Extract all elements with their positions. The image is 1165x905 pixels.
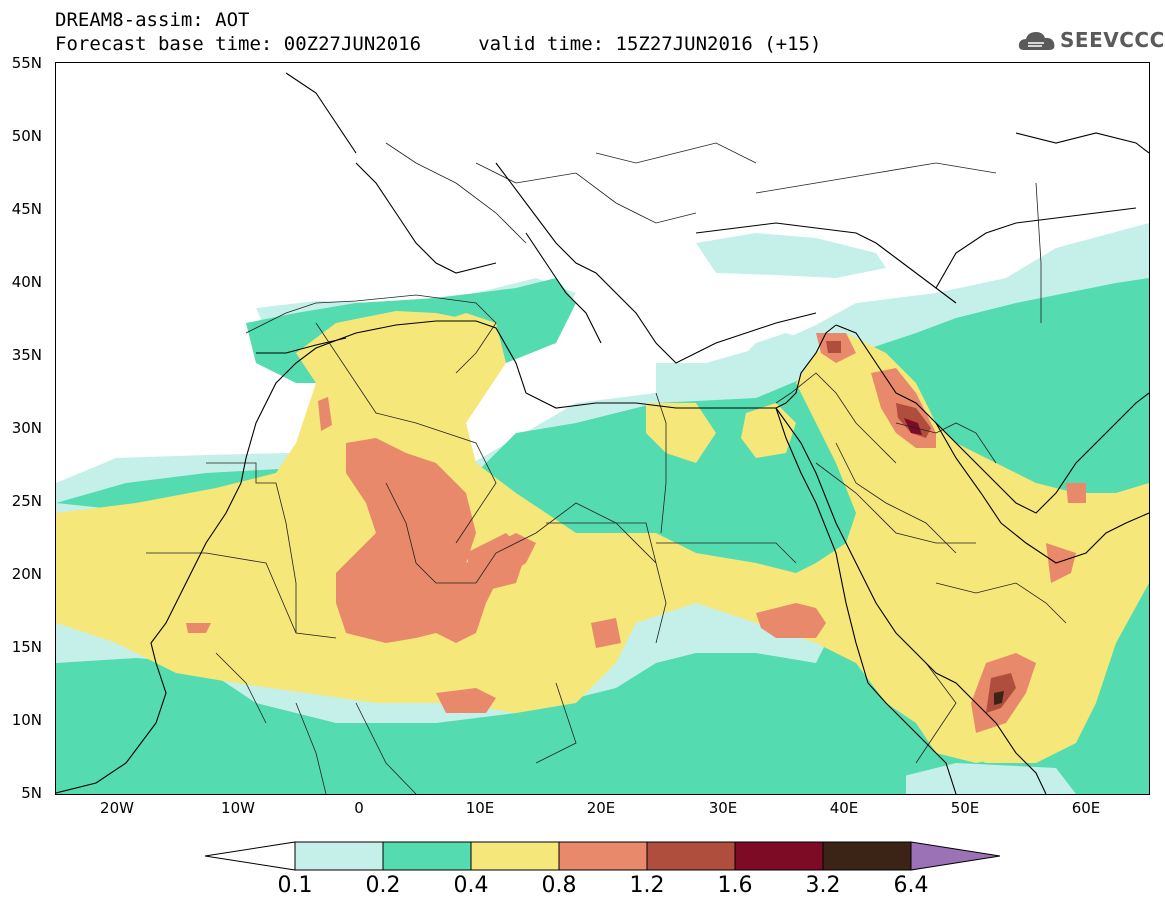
colorbar-label-3.2: 3.2 [805,873,841,898]
aot-field [56,63,1149,794]
country-borders [146,142,1067,794]
forecast-time-line: Forecast base time: 00Z27JUN2016 valid t… [55,33,822,55]
colorbar-bin-1.2 [646,841,736,871]
colorbar-bin-0.1 [294,841,384,871]
lat-label-20n: 20N [11,565,42,583]
lon-label-10w: 10W [221,799,255,817]
colorbar-bin-3.2 [822,841,912,871]
lon-label-10e: 10E [465,799,495,817]
lon-label-30e: 30E [708,799,738,817]
coastlines [56,72,1149,794]
colorbar-bin-0.8 [558,841,648,871]
colorbar-label-0.8: 0.8 [541,873,577,898]
colorbar-label-6.4: 6.4 [893,873,929,898]
lat-label-55n: 55N [11,54,42,72]
lat-label-40n: 40N [11,273,42,291]
colorbar-label-0.2: 0.2 [365,873,401,898]
seevccc-logo: SEEVCCC [1018,26,1164,56]
map-title: DREAM8-assim: AOT [55,9,250,31]
lat-label-10n: 10N [11,711,42,729]
lat-label-15n: 15N [11,638,42,656]
lon-label-40e: 40E [829,799,859,817]
colorbar-bin-0.2 [382,841,472,871]
colorbar-bin-1.6 [734,841,824,871]
aot-map [55,62,1150,795]
lon-label-0: 0 [354,799,364,817]
logo-text: SEEVCCC [1060,28,1165,52]
colorbar-over-triangle [910,841,1000,871]
colorbar-label-1.2: 1.2 [629,873,665,898]
lat-label-5n: 5N [21,784,42,802]
cloud-logo-icon [1018,32,1055,50]
lat-label-30n: 30N [11,419,42,437]
aot-band-1.6-3.2 [904,418,922,435]
colorbar-bin-0.4 [470,841,560,871]
aot-band-3.2-6.4 [994,691,1004,705]
colorbar-label-1.6: 1.6 [717,873,753,898]
colorbar-label-0.4: 0.4 [453,873,489,898]
lon-label-20e: 20E [586,799,616,817]
colorbar-under-triangle [205,841,296,871]
aot-band-0.8-1.2 [186,333,1086,733]
lon-label-60e: 60E [1071,799,1101,817]
colorbar [205,841,1000,871]
lat-label-25n: 25N [11,492,42,510]
colorbar-label-0.1: 0.1 [277,873,313,898]
lat-label-35n: 35N [11,346,42,364]
lon-label-50e: 50E [950,799,980,817]
lat-label-50n: 50N [11,127,42,145]
lon-label-20w: 20W [100,799,134,817]
lat-label-45n: 45N [11,200,42,218]
